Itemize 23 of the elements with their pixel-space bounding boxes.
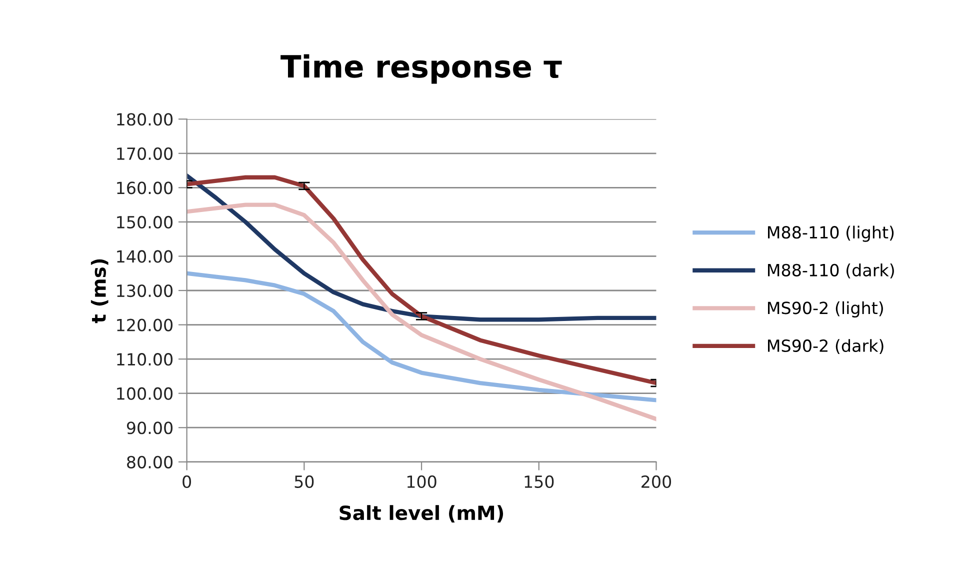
y-tick-label: 130.00 [117, 284, 173, 298]
y-tick-label: 180.00 [117, 113, 173, 126]
y-tick-label: 100.00 [117, 387, 173, 400]
x-axis-title: Salt level (mM) [340, 505, 504, 522]
y-tick-label: 170.00 [117, 147, 173, 160]
y-tick-label: 160.00 [117, 182, 173, 194]
x-tick-label: 200 [642, 475, 672, 488]
x-tick-label: 50 [294, 475, 314, 488]
y-tick-label: 110.00 [117, 353, 173, 366]
y-axis-title: t (ms) [90, 259, 108, 324]
y-tick-label: 120.00 [117, 318, 173, 332]
legend-label: MS90-2 (light) [768, 301, 883, 318]
x-tick-label: 150 [524, 475, 554, 488]
legend-label: M88-110 (light) [768, 226, 894, 242]
y-tick-label: 80.00 [127, 456, 173, 468]
x-tick-label: 100 [407, 475, 436, 488]
legend-label: MS90-2 (dark) [768, 339, 884, 354]
y-tick-label: 140.00 [117, 250, 173, 263]
y-tick-label: 90.00 [126, 422, 173, 434]
y-tick-label: 150.00 [117, 216, 173, 229]
x-tick-label: 0 [182, 475, 192, 488]
legend-label: M88-110 (dark) [768, 264, 894, 278]
chart-title: Time response τ [280, 54, 562, 84]
